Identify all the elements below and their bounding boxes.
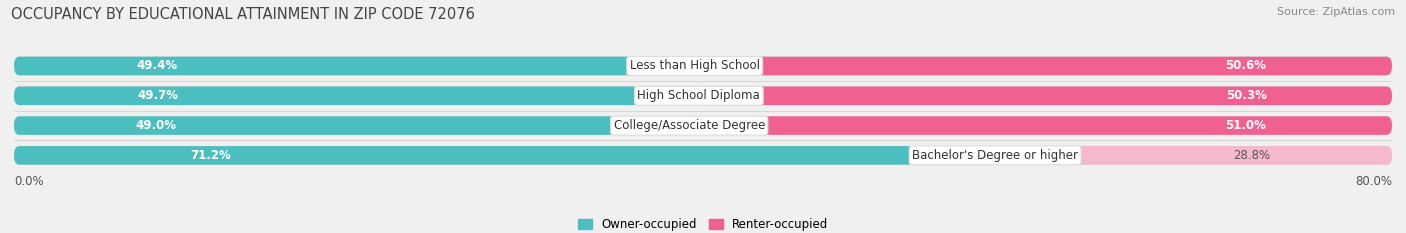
- Text: 50.6%: 50.6%: [1226, 59, 1267, 72]
- FancyBboxPatch shape: [699, 86, 1392, 105]
- Text: High School Diploma: High School Diploma: [637, 89, 761, 102]
- Text: 49.0%: 49.0%: [135, 119, 177, 132]
- FancyBboxPatch shape: [14, 116, 1392, 135]
- FancyBboxPatch shape: [14, 116, 689, 135]
- FancyBboxPatch shape: [689, 116, 1392, 135]
- Text: College/Associate Degree: College/Associate Degree: [613, 119, 765, 132]
- FancyBboxPatch shape: [14, 57, 695, 75]
- Text: OCCUPANCY BY EDUCATIONAL ATTAINMENT IN ZIP CODE 72076: OCCUPANCY BY EDUCATIONAL ATTAINMENT IN Z…: [11, 7, 475, 22]
- FancyBboxPatch shape: [14, 86, 699, 105]
- Text: Bachelor's Degree or higher: Bachelor's Degree or higher: [912, 149, 1078, 162]
- Text: 49.4%: 49.4%: [136, 59, 177, 72]
- FancyBboxPatch shape: [14, 57, 1392, 75]
- Legend: Owner-occupied, Renter-occupied: Owner-occupied, Renter-occupied: [572, 213, 834, 233]
- Text: 50.3%: 50.3%: [1226, 89, 1267, 102]
- FancyBboxPatch shape: [14, 86, 1392, 105]
- FancyBboxPatch shape: [995, 146, 1392, 165]
- FancyBboxPatch shape: [695, 57, 1392, 75]
- FancyBboxPatch shape: [14, 146, 1392, 165]
- Text: 28.8%: 28.8%: [1233, 149, 1271, 162]
- Text: 49.7%: 49.7%: [138, 89, 179, 102]
- Text: Source: ZipAtlas.com: Source: ZipAtlas.com: [1277, 7, 1395, 17]
- Text: Less than High School: Less than High School: [630, 59, 759, 72]
- FancyBboxPatch shape: [14, 146, 995, 165]
- Text: 0.0%: 0.0%: [14, 175, 44, 188]
- Text: 71.2%: 71.2%: [191, 149, 232, 162]
- Text: 80.0%: 80.0%: [1355, 175, 1392, 188]
- Text: 51.0%: 51.0%: [1225, 119, 1265, 132]
